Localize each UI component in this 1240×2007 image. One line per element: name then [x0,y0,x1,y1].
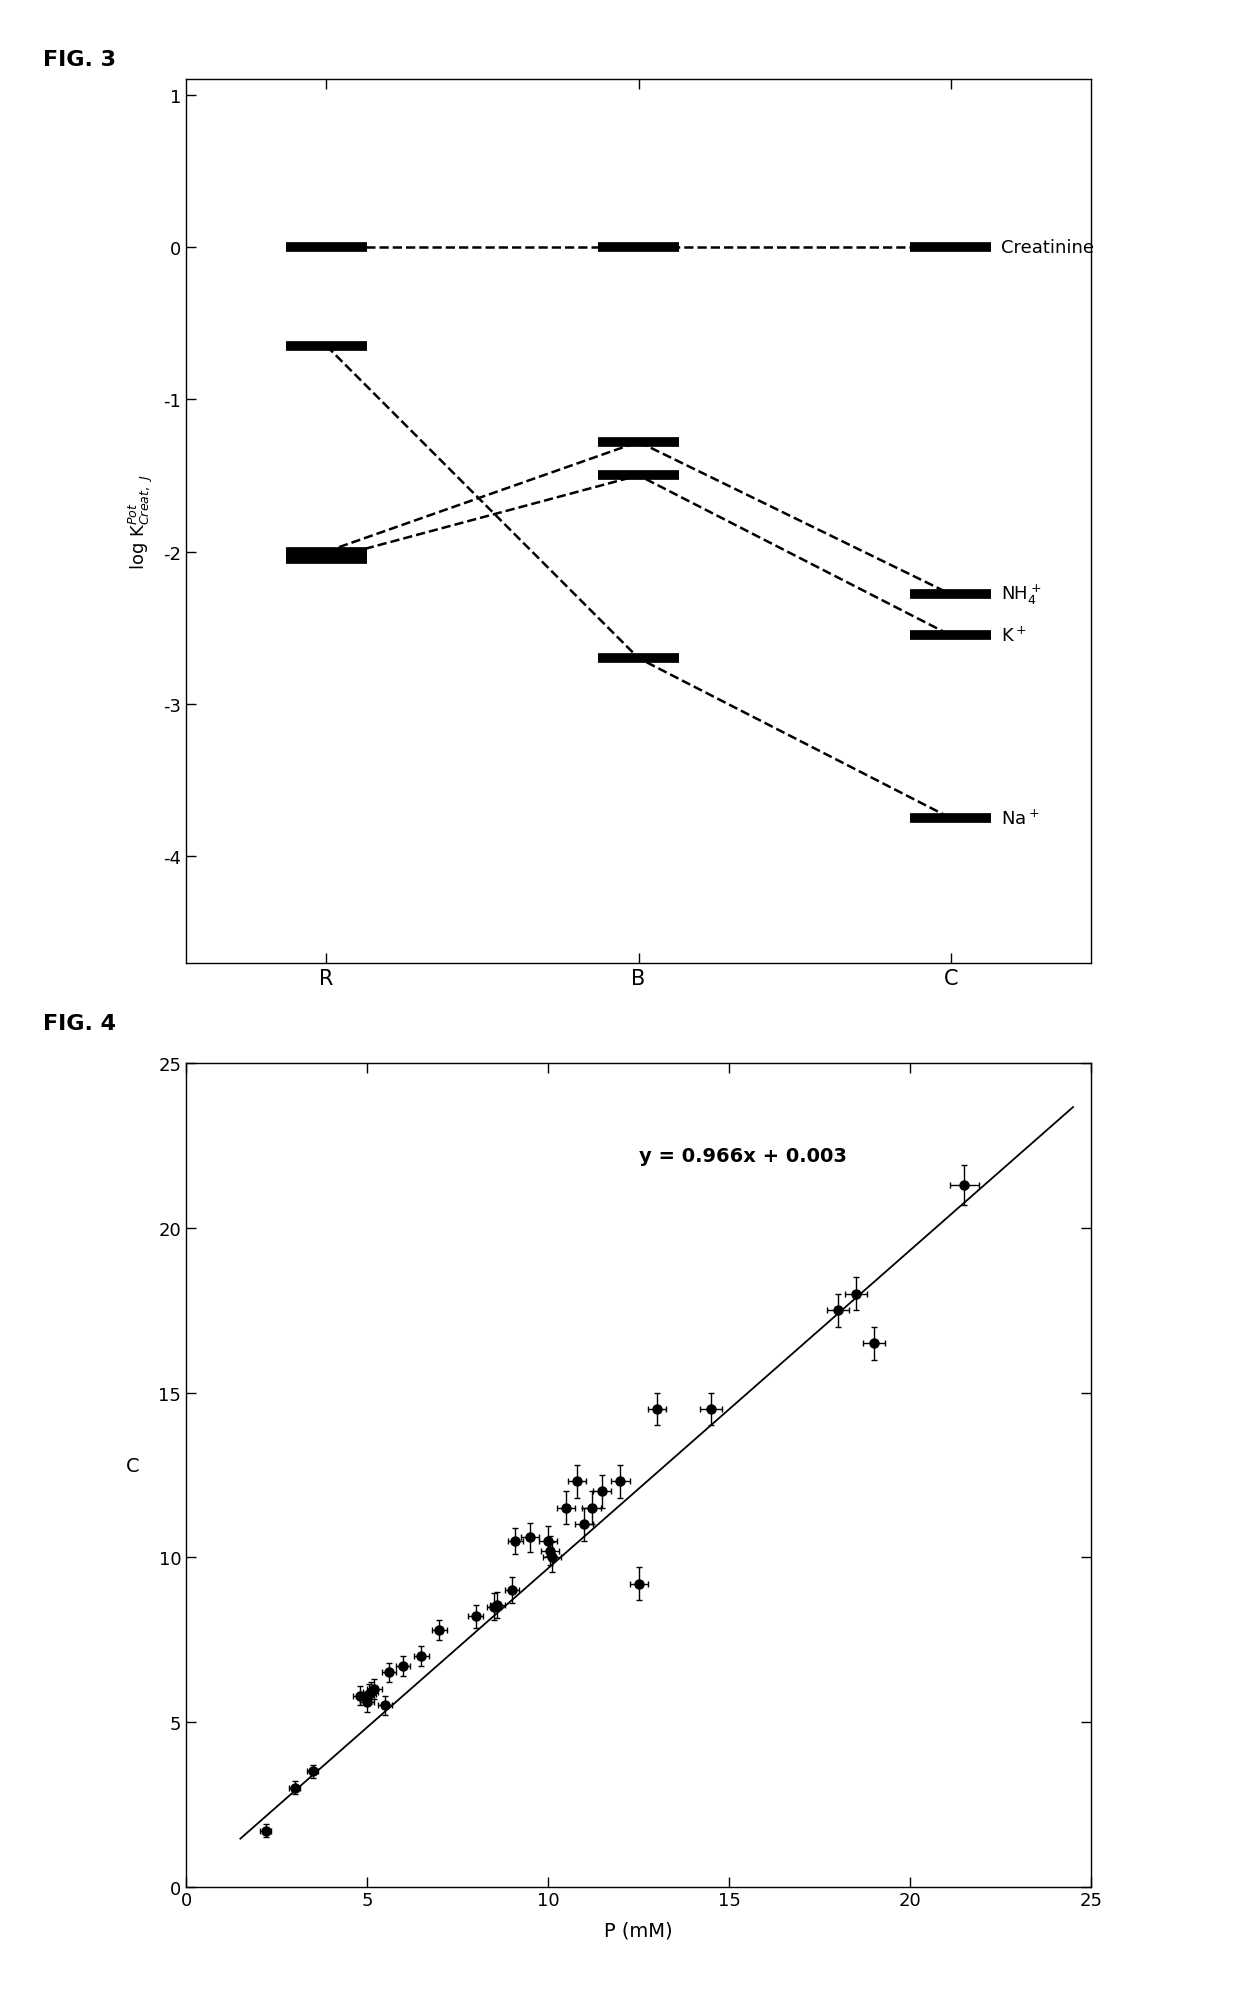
Text: Creatinine: Creatinine [1001,239,1094,257]
Text: Na$^+$: Na$^+$ [1001,809,1039,829]
Y-axis label: C: C [126,1457,140,1475]
Text: K$^+$: K$^+$ [1001,626,1027,646]
Text: FIG. 3: FIG. 3 [43,50,117,70]
Y-axis label: log K$^{Pot}_{Creat,\ J}$: log K$^{Pot}_{Creat,\ J}$ [126,474,155,570]
Text: FIG. 4: FIG. 4 [43,1014,117,1034]
X-axis label: P (mM): P (mM) [604,1921,673,1939]
Text: NH$_4^+$: NH$_4^+$ [1001,582,1040,606]
Text: y = 0.966x + 0.003: y = 0.966x + 0.003 [639,1146,847,1164]
